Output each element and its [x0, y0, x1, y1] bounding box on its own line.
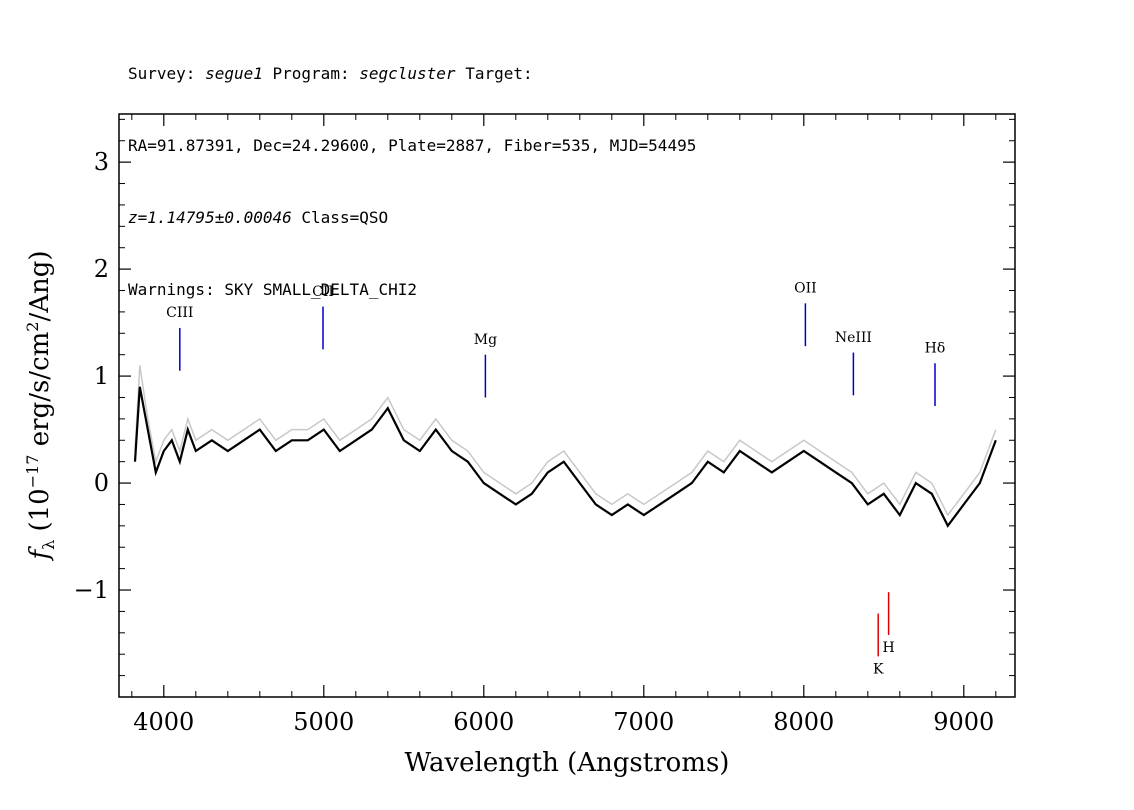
x-tick-label: 7000: [613, 708, 674, 736]
x-axis-label: Wavelength (Angstroms): [405, 748, 730, 778]
plot-frame: [118, 113, 1016, 698]
line-label-hδ: Hδ: [925, 341, 946, 357]
header-line-survey: Survey: segue1 Program: segcluster Targe…: [128, 62, 696, 86]
target-label: Target:: [465, 64, 533, 83]
class-value: Class=QSO: [301, 208, 389, 227]
header-line-redshift: z=1.14795±0.00046 Class=QSO: [128, 206, 696, 230]
program-value: segcluster: [359, 64, 456, 83]
smoothed-spectrum-line: [133, 386, 997, 528]
line-label-cii: CII: [312, 284, 334, 300]
x-tick-label: 8000: [773, 708, 834, 736]
x-tick-label: 5000: [293, 708, 354, 736]
y-axis-label: fλ (10−17 erg/s/cm2/Ang): [23, 250, 58, 561]
y-tick-label: 1: [94, 362, 109, 390]
line-label-mg: Mg: [474, 332, 497, 348]
x-tick-label: 9000: [933, 708, 994, 736]
line-label-ciii: CIII: [166, 305, 193, 321]
x-tick-label: 4000: [133, 708, 194, 736]
y-tick-label: −1: [74, 576, 109, 604]
line-markers: CIII CII Mg OII NeIII Hδ KH: [166, 281, 945, 678]
header-line-coordinates: RA=91.87391, Dec=24.29600, Plate=2887, F…: [128, 136, 697, 155]
survey-value: segue1: [205, 64, 263, 83]
survey-label: Survey:: [128, 64, 196, 83]
line-label-k: K: [873, 661, 884, 677]
smoothed-spectrum-series: [133, 386, 997, 528]
x-tick-label: 6000: [453, 708, 514, 736]
program-label: Program:: [272, 64, 350, 83]
header-line-warnings: Warnings: SKY SMALL_DELTA_CHI2: [128, 280, 417, 299]
spectrum-header: Survey: segue1 Program: segcluster Targe…: [128, 14, 696, 326]
line-label-neiii: NeIII: [835, 330, 872, 346]
raw-spectrum-series: [134, 365, 997, 517]
axis-ticks: 4000 5000 6000 7000 8000 9000 −1 0 1 2 3: [74, 114, 1015, 736]
y-tick-label: 2: [94, 255, 109, 283]
line-label-oii: OII: [794, 281, 817, 297]
line-label-h: H: [882, 640, 894, 656]
redshift-value: z=1.14795±0.00046: [128, 208, 292, 227]
y-tick-label: 3: [94, 148, 109, 176]
raw-spectrum-line: [134, 365, 997, 517]
y-tick-label: 0: [94, 469, 109, 497]
